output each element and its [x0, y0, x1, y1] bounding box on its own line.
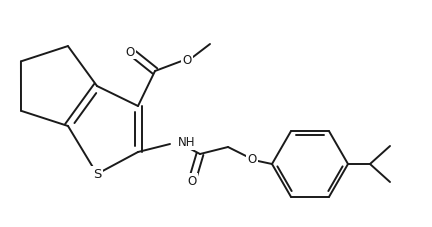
Text: O: O — [125, 45, 135, 58]
Text: O: O — [248, 153, 257, 166]
Text: O: O — [187, 175, 197, 188]
Text: NH: NH — [178, 136, 196, 149]
Text: S: S — [93, 168, 101, 181]
Text: O: O — [182, 53, 192, 66]
